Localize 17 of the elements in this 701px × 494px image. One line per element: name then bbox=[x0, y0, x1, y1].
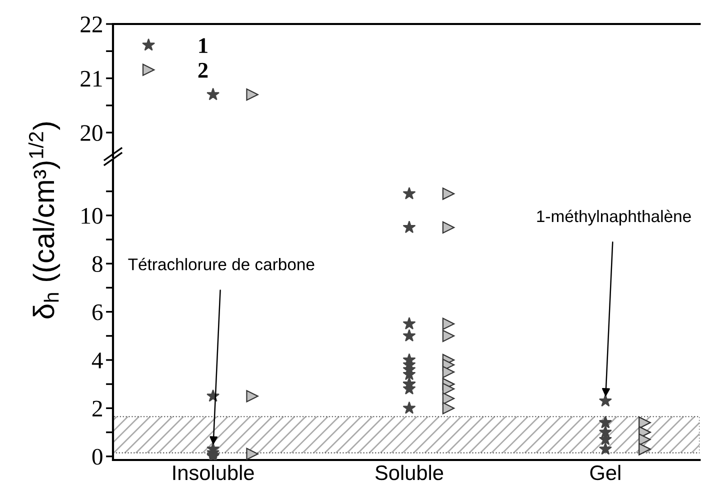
x-tick-label: Soluble bbox=[375, 464, 444, 480]
y-tick-label: 21 bbox=[80, 70, 102, 86]
annotation: 1-méthylnaphthalène bbox=[537, 210, 691, 226]
y-tick-label: 22 bbox=[80, 16, 102, 32]
y-tick-label: 4 bbox=[92, 352, 103, 368]
x-tick-label: Insoluble bbox=[173, 464, 254, 480]
y-tick-label: 20 bbox=[80, 125, 102, 141]
annotation: Tétrachlorure de carbone bbox=[128, 258, 314, 270]
y-tick-label: 2 bbox=[92, 400, 102, 416]
y-tick-label: 8 bbox=[92, 256, 102, 272]
legend-label: 2 bbox=[198, 62, 208, 78]
legend-label: 1 bbox=[199, 38, 208, 53]
x-tick-label: Gel bbox=[590, 464, 620, 480]
y-tick-label: 6 bbox=[92, 304, 103, 320]
y-tick-label: 0 bbox=[92, 448, 102, 465]
y-axis-title: δ$_{h}$ ((cal/cm³)$^{1/2}$) bbox=[28, 122, 60, 318]
y-tick-label: 10 bbox=[82, 208, 102, 224]
